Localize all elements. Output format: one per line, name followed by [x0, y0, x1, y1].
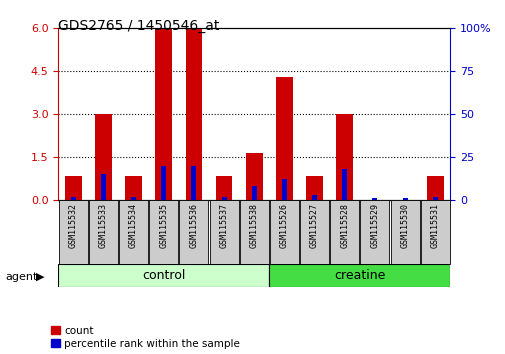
Bar — [312, 195, 317, 200]
Bar — [270, 200, 298, 264]
Bar — [185, 28, 202, 200]
Bar — [251, 186, 256, 200]
Bar — [245, 153, 262, 200]
Bar — [402, 198, 407, 200]
Text: GSM115529: GSM115529 — [370, 202, 379, 247]
Text: GSM115532: GSM115532 — [69, 202, 78, 247]
Bar — [336, 114, 352, 200]
Bar — [432, 196, 437, 200]
Bar — [426, 176, 443, 200]
Bar — [119, 200, 148, 264]
Bar — [191, 166, 196, 200]
Bar — [239, 200, 268, 264]
Bar — [276, 77, 292, 200]
Text: GSM115538: GSM115538 — [249, 202, 258, 247]
Bar — [209, 200, 238, 264]
Bar — [390, 200, 419, 264]
Bar — [341, 169, 346, 200]
Text: control: control — [142, 269, 185, 282]
Text: GSM115534: GSM115534 — [129, 202, 138, 247]
Bar — [299, 200, 328, 264]
Bar — [149, 200, 178, 264]
Text: GSM115533: GSM115533 — [99, 202, 108, 247]
Bar — [221, 196, 226, 200]
Bar — [215, 176, 232, 200]
Bar — [58, 264, 269, 287]
Text: GSM115530: GSM115530 — [400, 202, 409, 247]
Bar — [372, 198, 377, 200]
Bar — [71, 196, 76, 200]
Text: GDS2765 / 1450546_at: GDS2765 / 1450546_at — [58, 19, 219, 34]
Bar — [125, 176, 141, 200]
Bar — [155, 28, 172, 200]
Bar — [59, 200, 87, 264]
Bar — [420, 200, 449, 264]
Bar — [89, 200, 118, 264]
Bar — [131, 196, 136, 200]
Text: GSM115536: GSM115536 — [189, 202, 198, 247]
Text: GSM115531: GSM115531 — [430, 202, 439, 247]
Bar — [281, 179, 286, 200]
Bar — [269, 264, 449, 287]
Text: GSM115528: GSM115528 — [339, 202, 348, 247]
Text: GSM115535: GSM115535 — [159, 202, 168, 247]
Bar — [330, 200, 359, 264]
Bar — [101, 174, 106, 200]
Bar — [95, 114, 112, 200]
Bar — [161, 166, 166, 200]
Bar — [179, 200, 208, 264]
Text: creatine: creatine — [333, 269, 385, 282]
Text: GSM115527: GSM115527 — [310, 202, 319, 247]
Bar — [65, 176, 81, 200]
Text: ▶: ▶ — [36, 272, 45, 282]
Text: GSM115537: GSM115537 — [219, 202, 228, 247]
Bar — [306, 176, 322, 200]
Text: GSM115526: GSM115526 — [279, 202, 288, 247]
Bar — [360, 200, 389, 264]
Legend: count, percentile rank within the sample: count, percentile rank within the sample — [50, 326, 240, 349]
Text: agent: agent — [5, 272, 37, 282]
